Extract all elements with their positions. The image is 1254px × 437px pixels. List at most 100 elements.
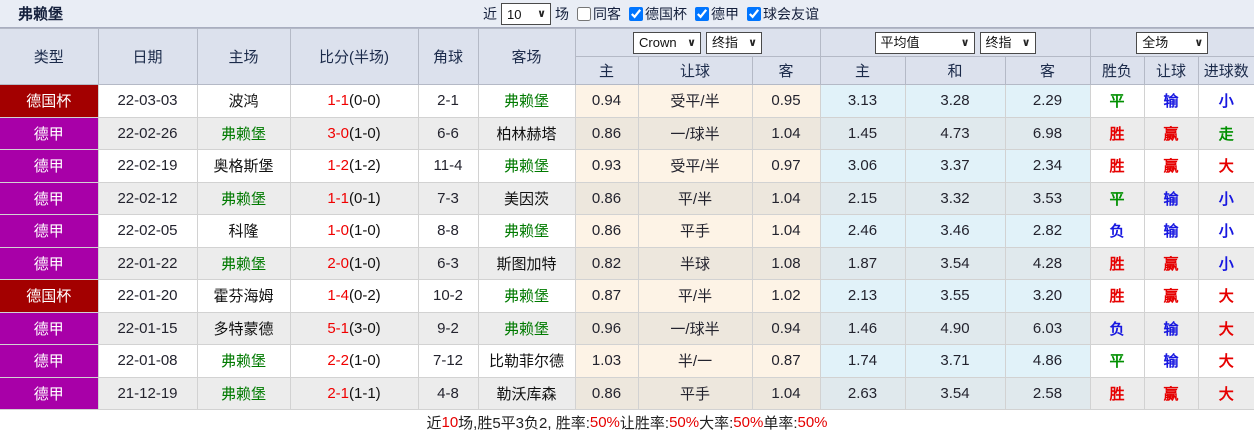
result-outcome: 平	[1089, 181, 1145, 215]
away-team-link[interactable]: 弗赖堡	[477, 84, 576, 118]
competition-badge: 德甲	[0, 246, 99, 280]
match-row: 德甲 22-02-19 奥格斯堡 1-2(1-2) 11-4 弗赖堡 0.93 …	[0, 149, 1254, 183]
over-rate-value: 50%	[733, 414, 764, 431]
handicap-line: 平手	[637, 376, 753, 410]
match-date: 22-01-08	[97, 344, 198, 378]
club-friendly-checkbox[interactable]	[747, 7, 761, 21]
away-team-link[interactable]: 斯图加特	[477, 246, 576, 280]
avg-draw-odds: 3.28	[904, 84, 1006, 118]
fulltime-score: 1-2	[327, 157, 349, 175]
same-venue-filter[interactable]: 同客	[577, 4, 621, 24]
avg-away-odds: 2.29	[1004, 84, 1091, 118]
bundesliga-checkbox[interactable]	[695, 7, 709, 21]
corner-count: 7-12	[417, 344, 479, 378]
summary-text: 近	[426, 415, 442, 432]
away-team-link[interactable]: 勒沃库森	[477, 376, 576, 410]
table-header: 类型 日期 主场 比分(半场) 角球 客场 Crown 终指 平均值 终指 全场	[0, 28, 1254, 85]
handicap-line: 半/一	[637, 344, 753, 378]
halftime-score: (3-0)	[349, 319, 381, 337]
result-handicap: 输	[1143, 181, 1199, 215]
result-outcome: 胜	[1089, 116, 1145, 150]
odds-period-select-2[interactable]: 终指	[979, 31, 1036, 54]
corner-count: 2-1	[417, 84, 479, 118]
games-count-select[interactable]: 10	[501, 3, 551, 25]
crown-home-odds: 0.94	[574, 84, 639, 118]
avg-draw-odds: 3.32	[904, 181, 1006, 215]
home-team-link[interactable]: 奥格斯堡	[196, 149, 291, 183]
home-team-link[interactable]: 多特蒙德	[196, 311, 291, 345]
result-outcome: 平	[1089, 344, 1145, 378]
topbar: 弗赖堡 近 10 场 同客 德国杯 德甲 球会友谊	[0, 0, 1254, 28]
corner-count: 11-4	[417, 149, 479, 183]
avg-home-odds: 2.15	[819, 181, 906, 215]
avg-home-odds: 1.74	[819, 344, 906, 378]
crown-away-odds: 1.02	[751, 279, 821, 313]
away-team-link[interactable]: 柏林赫塔	[477, 116, 576, 150]
away-team-link[interactable]: 弗赖堡	[477, 149, 576, 183]
halftime-score: (1-0)	[349, 352, 381, 370]
near-label: 近	[483, 6, 497, 22]
result-goals: 大	[1197, 376, 1254, 410]
away-team-link[interactable]: 弗赖堡	[477, 311, 576, 345]
crown-away-odds: 0.87	[751, 344, 821, 378]
avg-home-odds: 2.46	[819, 214, 906, 248]
match-date: 21-12-19	[97, 376, 198, 410]
club-friendly-filter[interactable]: 球会友谊	[747, 4, 819, 24]
result-goals: 大	[1197, 311, 1254, 345]
result-goals: 大	[1197, 344, 1254, 378]
match-date: 22-02-05	[97, 214, 198, 248]
handicap-line: 平手	[637, 214, 753, 248]
handicap-line: 平/半	[637, 181, 753, 215]
match-row: 德甲 22-02-12 弗赖堡 1-1(0-1) 7-3 美因茨 0.86 平/…	[0, 181, 1254, 215]
match-score: 5-1(3-0)	[289, 311, 419, 345]
home-team-link[interactable]: 弗赖堡	[196, 376, 291, 410]
col-header-away: 客场	[477, 28, 576, 85]
subheader-crown-home: 主	[575, 56, 639, 85]
away-team-link[interactable]: 美因茨	[477, 181, 576, 215]
summary-count: 10	[441, 414, 459, 431]
odds-company-select[interactable]: Crown	[633, 31, 701, 54]
summary-footer: 近 10 场,胜5平3负2, 胜率: 50% 让胜率: 50% 大率: 50% 单率: 50…	[0, 410, 1254, 435]
away-team-link[interactable]: 比勒菲尔德	[477, 344, 576, 378]
result-outcome: 胜	[1089, 279, 1145, 313]
crown-home-odds: 0.86	[574, 181, 639, 215]
result-goals: 小	[1197, 84, 1254, 118]
avg-home-odds: 2.63	[819, 376, 906, 410]
fulltime-score: 1-1	[327, 189, 349, 207]
average-odds-group-header: 平均值 终指	[819, 28, 1091, 57]
avg-away-odds: 3.20	[1004, 279, 1091, 313]
subheader-crown-away: 客	[751, 56, 821, 85]
subheader-wdl: 胜负	[1089, 56, 1145, 85]
col-header-date: 日期	[97, 28, 198, 85]
filter-controls: 近 10 场 同客 德国杯 德甲 球会友谊	[483, 0, 819, 28]
german-cup-filter[interactable]: 德国杯	[629, 4, 687, 24]
average-select[interactable]: 平均值	[874, 31, 975, 54]
home-team-link[interactable]: 弗赖堡	[196, 246, 291, 280]
avg-away-odds: 6.98	[1004, 116, 1091, 150]
match-score: 3-0(1-0)	[289, 116, 419, 150]
result-handicap: 输	[1143, 84, 1199, 118]
subheader-goals: 进球数	[1197, 56, 1254, 85]
german-cup-checkbox[interactable]	[629, 7, 643, 21]
scope-select[interactable]: 全场	[1136, 31, 1209, 54]
home-team-link[interactable]: 科隆	[196, 214, 291, 248]
same-venue-checkbox[interactable]	[577, 7, 591, 21]
crown-home-odds: 0.86	[574, 214, 639, 248]
fulltime-score: 1-4	[327, 287, 349, 305]
avg-home-odds: 1.87	[819, 246, 906, 280]
subheader-avg-away: 客	[1004, 56, 1091, 85]
bundesliga-filter[interactable]: 德甲	[695, 4, 739, 24]
match-date: 22-03-03	[97, 84, 198, 118]
crown-home-odds: 0.96	[574, 311, 639, 345]
avg-away-odds: 6.03	[1004, 311, 1091, 345]
home-team-link[interactable]: 波鸿	[196, 84, 291, 118]
away-team-link[interactable]: 弗赖堡	[477, 214, 576, 248]
home-team-link[interactable]: 弗赖堡	[196, 344, 291, 378]
away-team-link[interactable]: 弗赖堡	[477, 279, 576, 313]
avg-away-odds: 3.53	[1004, 181, 1091, 215]
home-team-link[interactable]: 弗赖堡	[196, 116, 291, 150]
odds-period-select-1[interactable]: 终指	[706, 31, 762, 54]
home-team-link[interactable]: 弗赖堡	[196, 181, 291, 215]
handicap-line: 受平/半	[637, 149, 753, 183]
home-team-link[interactable]: 霍芬海姆	[196, 279, 291, 313]
